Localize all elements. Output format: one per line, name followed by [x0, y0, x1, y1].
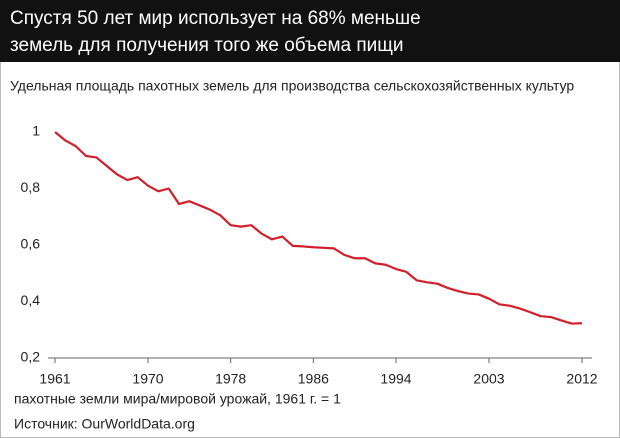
- header: [0, 0, 620, 62]
- y-tick-label: 0,6: [21, 236, 41, 252]
- chart-title: Спустя 50 лет мир использует на 68% мень…: [10, 8, 421, 29]
- x-tick-label: 2003: [473, 371, 504, 387]
- source: Источник: OurWorldData.org: [14, 416, 195, 432]
- y-tick-label: 0,4: [21, 292, 41, 308]
- chart-title: земель для получения того же объема пищи: [10, 35, 404, 56]
- x-tick-label: 1986: [298, 371, 329, 387]
- y-tick-label: 1: [32, 123, 40, 139]
- x-tick-label: 1994: [380, 371, 411, 387]
- x-tick-label: 1978: [215, 371, 246, 387]
- y-tick-label: 0,2: [21, 349, 41, 365]
- subtitle: Удельная площадь пахотных земель для про…: [10, 78, 574, 94]
- x-tick-label: 1970: [132, 371, 163, 387]
- x-tick-label: 1961: [39, 371, 70, 387]
- line-series: [54, 131, 583, 325]
- x-axis-label: пахотные земли мира/мировой урожай, 1961…: [14, 391, 341, 407]
- y-tick-label: 0,8: [21, 179, 41, 195]
- x-tick-label: 2012: [566, 371, 597, 387]
